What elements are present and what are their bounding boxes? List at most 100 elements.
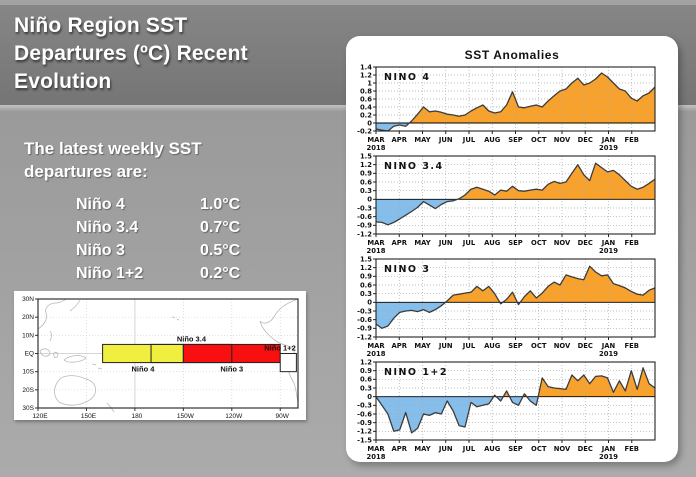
svg-text:MAY: MAY — [414, 342, 430, 350]
svg-text:AUG: AUG — [484, 342, 501, 350]
list-item: Niño 1+2 0.2°C — [76, 265, 240, 283]
svg-text:JAN: JAN — [601, 239, 616, 247]
svg-text:NINO 3: NINO 3 — [384, 264, 430, 275]
panel-title: SST Anomalies — [464, 48, 560, 62]
svg-text:JUL: JUL — [462, 445, 476, 453]
chart-nino-4: 1.4 1.2 1 0.8 0.6 0.4 0.2 0 -0.2 MAR APR MAY JUN JUL A… — [346, 63, 678, 153]
svg-text:30N: 30N — [22, 296, 34, 303]
svg-text:2019: 2019 — [599, 247, 618, 255]
region-name: Niño 4 — [76, 196, 125, 213]
svg-text:1.2: 1.2 — [360, 264, 372, 272]
svg-text:NINO 1+2: NINO 1+2 — [384, 367, 448, 378]
svg-text:2019: 2019 — [599, 350, 618, 358]
svg-text:Niño 3.4: Niño 3.4 — [177, 334, 207, 343]
svg-text:SEP: SEP — [508, 239, 523, 247]
svg-text:SEP: SEP — [508, 445, 523, 453]
svg-text:-0.3: -0.3 — [357, 204, 372, 212]
svg-text:JAN: JAN — [601, 136, 616, 144]
svg-text:1: 1 — [367, 79, 372, 87]
sst-anomalies-panel: SST Anomalies 1.4 1.2 1 0.8 0.6 0.4 0.2 0 -0.2 MA… — [346, 36, 678, 462]
svg-text:NOV: NOV — [554, 136, 571, 144]
svg-text:NINO 3.4: NINO 3.4 — [384, 161, 444, 172]
svg-text:20N: 20N — [22, 314, 34, 321]
svg-text:JAN: JAN — [601, 342, 616, 350]
svg-text:NOV: NOV — [554, 445, 571, 453]
chart-nino-3: 1.5 1.2 0.9 0.6 0.3 0 -0.3 -0.6 -0.9 -1.2 MAR APR MA… — [346, 255, 678, 359]
region-value: 0.7°C — [200, 219, 241, 236]
svg-text:JUL: JUL — [462, 136, 476, 144]
svg-text:0.6: 0.6 — [360, 376, 372, 384]
svg-text:0.4: 0.4 — [360, 103, 372, 111]
svg-text:OCT: OCT — [531, 136, 547, 144]
svg-text:JUN: JUN — [438, 136, 453, 144]
svg-text:-1.5: -1.5 — [357, 436, 372, 444]
list-item: Niño 3.4 0.7°C — [76, 219, 240, 237]
svg-text:DEC: DEC — [578, 136, 593, 144]
svg-text:-0.6: -0.6 — [357, 410, 372, 418]
svg-text:1.5: 1.5 — [360, 153, 372, 160]
svg-text:NINO 4: NINO 4 — [384, 72, 430, 83]
svg-text:AUG: AUG — [484, 136, 501, 144]
chart-nino-3-4: 1.5 1.2 0.9 0.6 0.3 0 -0.3 -0.6 -0.9 -1.2 MAR APR MA… — [346, 152, 678, 256]
svg-text:DEC: DEC — [578, 342, 593, 350]
svg-text:AUG: AUG — [484, 239, 501, 247]
svg-text:-0.6: -0.6 — [357, 213, 372, 221]
page-title-line-2: Departures (ºC) Recent — [14, 42, 248, 65]
svg-text:0.6: 0.6 — [360, 281, 372, 289]
svg-text:120E: 120E — [32, 413, 48, 420]
svg-text:APR: APR — [392, 342, 408, 350]
page-title: Niño Region SST Departures (ºC) Recent E… — [14, 12, 248, 96]
svg-text:-0.9: -0.9 — [357, 419, 372, 427]
top-strip — [0, 0, 696, 5]
nino-regions-map: 120E 150E 180 150W 120W 90W 30N 20N 10N EQ 10S 20S 3… — [14, 291, 306, 420]
svg-text:OCT: OCT — [531, 342, 547, 350]
svg-text:2018: 2018 — [367, 453, 386, 461]
svg-text:2018: 2018 — [367, 247, 386, 255]
svg-text:MAY: MAY — [414, 445, 430, 453]
page-title-line-1: Niño Region SST — [14, 14, 188, 37]
svg-text:1.2: 1.2 — [360, 71, 372, 79]
svg-text:Niño 3: Niño 3 — [220, 365, 243, 374]
svg-text:-1.2: -1.2 — [357, 428, 372, 436]
svg-text:1.5: 1.5 — [360, 256, 372, 263]
svg-text:90W: 90W — [276, 413, 290, 420]
sst-departures-list: Niño 4 1.0°C Niño 3.4 0.7°C Niño 3 0.5°C… — [76, 196, 240, 288]
svg-text:-0.3: -0.3 — [357, 402, 372, 410]
svg-text:Niño 4: Niño 4 — [132, 365, 156, 374]
svg-text:-0.9: -0.9 — [357, 325, 372, 333]
svg-text:JUL: JUL — [462, 239, 476, 247]
charts-stack: 1.4 1.2 1 0.8 0.6 0.4 0.2 0 -0.2 MAR APR MAY JUN JUL A… — [346, 63, 678, 462]
svg-text:180: 180 — [131, 413, 142, 420]
svg-text:-1.2: -1.2 — [357, 333, 372, 341]
svg-text:MAR: MAR — [367, 445, 385, 453]
svg-text:AUG: AUG — [484, 445, 501, 453]
svg-text:0: 0 — [367, 393, 372, 401]
svg-text:JUN: JUN — [438, 342, 453, 350]
svg-text:0.3: 0.3 — [360, 187, 372, 195]
svg-text:2018: 2018 — [367, 350, 386, 358]
svg-text:JUN: JUN — [438, 445, 453, 453]
svg-text:SEP: SEP — [508, 342, 523, 350]
svg-text:0.3: 0.3 — [360, 290, 372, 298]
summary-heading: The latest weekly SST departures are: — [24, 137, 202, 183]
chart-nino-1-2: 1.2 0.9 0.6 0.3 0 -0.3 -0.6 -0.9 -1.2 -1.5 MAR APR M… — [346, 358, 678, 462]
svg-text:MAY: MAY — [414, 239, 430, 247]
svg-text:2019: 2019 — [599, 453, 618, 461]
svg-text:0: 0 — [367, 119, 372, 127]
svg-text:MAR: MAR — [367, 136, 385, 144]
svg-text:0.9: 0.9 — [360, 367, 372, 375]
svg-text:1.2: 1.2 — [360, 161, 372, 169]
svg-text:NOV: NOV — [554, 239, 571, 247]
svg-text:JUL: JUL — [462, 342, 476, 350]
svg-text:SEP: SEP — [508, 136, 523, 144]
svg-text:0.9: 0.9 — [360, 273, 372, 281]
svg-text:10N: 10N — [22, 332, 34, 339]
svg-text:0: 0 — [367, 299, 372, 307]
svg-text:10S: 10S — [22, 369, 34, 376]
svg-text:1.2: 1.2 — [360, 359, 372, 366]
summary-heading-line-1: The latest weekly SST — [24, 139, 202, 158]
svg-text:OCT: OCT — [531, 445, 547, 453]
svg-text:2019: 2019 — [599, 144, 618, 152]
svg-text:MAR: MAR — [367, 239, 385, 247]
region-value: 0.5°C — [200, 242, 241, 259]
